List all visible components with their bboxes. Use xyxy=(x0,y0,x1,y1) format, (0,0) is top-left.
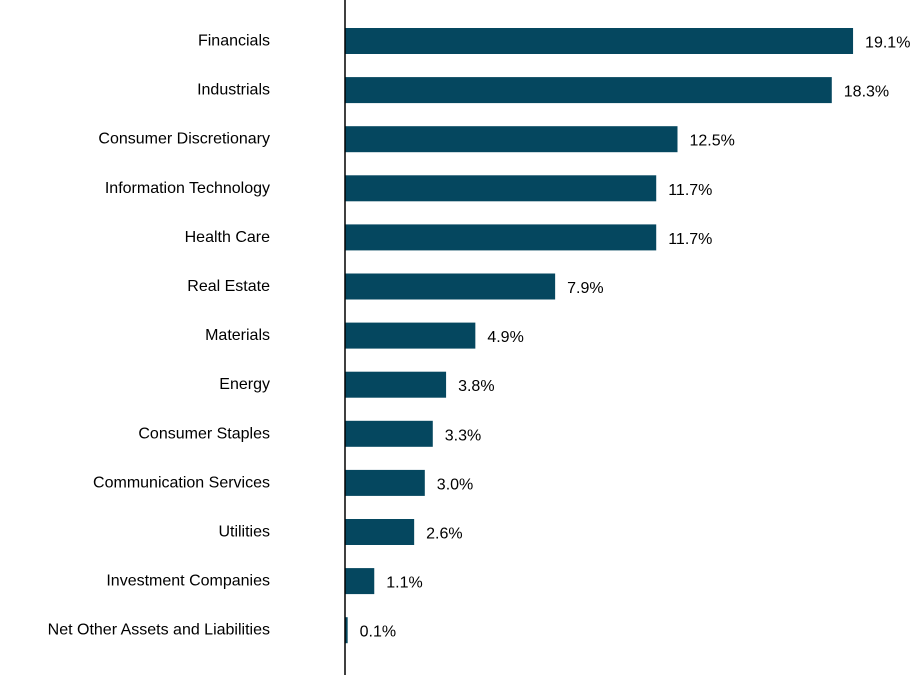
category-label: Net Other Assets and Liabilities xyxy=(48,622,270,639)
bar xyxy=(345,519,415,545)
bars xyxy=(345,28,854,644)
category-label: Consumer Discretionary xyxy=(98,131,270,148)
value-label: 3.3% xyxy=(445,427,481,444)
value-label: 7.9% xyxy=(567,280,603,297)
value-label: 4.9% xyxy=(487,329,523,346)
bar xyxy=(345,322,476,349)
bar xyxy=(345,224,657,251)
category-labels: Financials Industrials Consumer Discretion… xyxy=(48,33,270,639)
value-label: 11.7% xyxy=(668,231,712,248)
value-label: 3.0% xyxy=(437,476,473,493)
category-label: Health Care xyxy=(185,229,270,246)
bar xyxy=(345,617,348,644)
value-label: 2.6% xyxy=(426,526,462,543)
value-label: 3.8% xyxy=(458,378,494,395)
category-label: Information Technology xyxy=(105,180,270,197)
value-label: 1.1% xyxy=(386,575,422,592)
bar xyxy=(345,469,425,496)
category-label: Industrials xyxy=(197,82,270,99)
category-label: Investment Companies xyxy=(106,573,270,590)
bar xyxy=(345,28,854,54)
value-label: 11.7% xyxy=(668,182,712,199)
category-label: Materials xyxy=(205,327,270,344)
bar xyxy=(345,77,832,104)
category-label: Energy xyxy=(219,376,270,393)
value-label: 18.3% xyxy=(844,84,889,101)
bar xyxy=(345,175,657,202)
category-label: Consumer Staples xyxy=(138,425,270,442)
value-labels: 19.1% 18.3% 12.5% 11.7% 11.7% 7.9% 4.9% 3.8% 3.3… xyxy=(360,35,910,641)
value-label: 19.1% xyxy=(865,35,910,52)
category-label: Utilities xyxy=(218,524,270,541)
bar xyxy=(345,371,447,398)
category-label: Financials xyxy=(198,33,270,50)
bar xyxy=(345,126,678,153)
category-label: Real Estate xyxy=(187,278,270,295)
value-label: 0.1% xyxy=(360,624,396,641)
bar xyxy=(345,273,556,300)
value-label: 12.5% xyxy=(690,133,735,150)
category-label: Communication Services xyxy=(93,474,270,491)
bar xyxy=(345,420,433,447)
bar xyxy=(345,568,375,595)
